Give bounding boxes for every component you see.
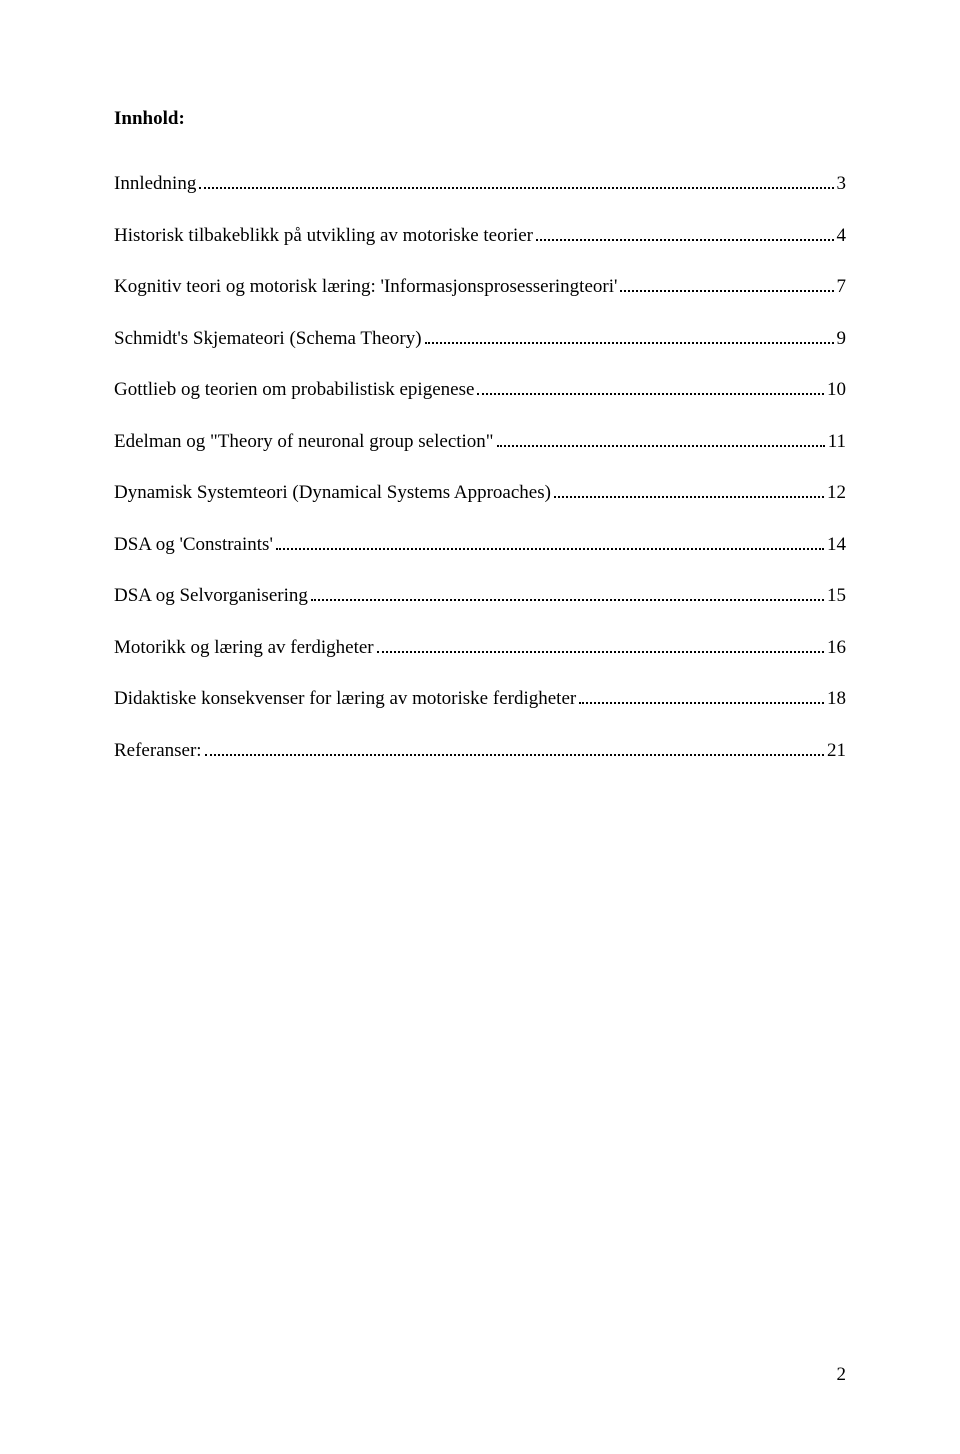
toc-label: Referanser:: [114, 737, 202, 766]
toc-label: DSA og 'Constraints': [114, 531, 273, 560]
toc-page-number: 3: [837, 170, 847, 199]
toc-page-number: 18: [827, 685, 846, 714]
toc-label: Innledning: [114, 170, 196, 199]
toc-label: Historisk tilbakeblikk på utvikling av m…: [114, 222, 533, 251]
toc-page-number: 21: [827, 737, 846, 766]
toc-page-number: 11: [828, 428, 846, 457]
toc-label: DSA og Selvorganisering: [114, 582, 308, 611]
toc-dots: [620, 290, 833, 292]
toc-label: Didaktiske konsekvenser for læring av mo…: [114, 685, 576, 714]
toc-dots: [554, 496, 824, 498]
toc-label: Edelman og "Theory of neuronal group sel…: [114, 428, 494, 457]
toc-dots: [536, 239, 834, 241]
toc-label: Motorikk og læring av ferdigheter: [114, 634, 374, 663]
toc-page-number: 7: [837, 273, 847, 302]
toc-page-number: 16: [827, 634, 846, 663]
toc-entry: Didaktiske konsekvenser for læring av mo…: [114, 685, 846, 714]
toc-entry: Innledning 3: [114, 170, 846, 199]
toc-dots: [205, 754, 824, 756]
footer-page-number: 2: [837, 1364, 847, 1386]
toc-page-number: 14: [827, 531, 846, 560]
toc-label: Kognitiv teori og motorisk læring: 'Info…: [114, 273, 617, 302]
toc-dots: [425, 342, 834, 344]
toc-dots: [497, 445, 825, 447]
toc-page-number: 15: [827, 582, 846, 611]
toc-page-number: 12: [827, 479, 846, 508]
toc-entry: Schmidt's Skjemateori (Schema Theory) 9: [114, 325, 846, 354]
toc-dots: [276, 548, 824, 550]
toc-dots: [311, 599, 824, 601]
toc-heading: Innhold:: [114, 108, 846, 130]
toc-dots: [477, 393, 824, 395]
toc-dots: [579, 702, 824, 704]
toc-dots: [199, 187, 833, 189]
toc-label: Dynamisk Systemteori (Dynamical Systems …: [114, 479, 551, 508]
toc-entry: DSA og 'Constraints' 14: [114, 531, 846, 560]
toc-entry: Referanser: 21: [114, 737, 846, 766]
toc-entry: Gottlieb og teorien om probabilistisk ep…: [114, 376, 846, 405]
toc-list: Innledning 3 Historisk tilbakeblikk på u…: [114, 170, 846, 765]
toc-entry: Kognitiv teori og motorisk læring: 'Info…: [114, 273, 846, 302]
toc-page-number: 9: [837, 325, 847, 354]
toc-entry: Historisk tilbakeblikk på utvikling av m…: [114, 222, 846, 251]
toc-entry: Motorikk og læring av ferdigheter 16: [114, 634, 846, 663]
toc-page-number: 4: [837, 222, 847, 251]
toc-dots: [377, 651, 824, 653]
toc-entry: DSA og Selvorganisering 15: [114, 582, 846, 611]
toc-entry: Dynamisk Systemteori (Dynamical Systems …: [114, 479, 846, 508]
toc-entry: Edelman og "Theory of neuronal group sel…: [114, 428, 846, 457]
toc-label: Schmidt's Skjemateori (Schema Theory): [114, 325, 422, 354]
toc-page-number: 10: [827, 376, 846, 405]
toc-label: Gottlieb og teorien om probabilistisk ep…: [114, 376, 474, 405]
